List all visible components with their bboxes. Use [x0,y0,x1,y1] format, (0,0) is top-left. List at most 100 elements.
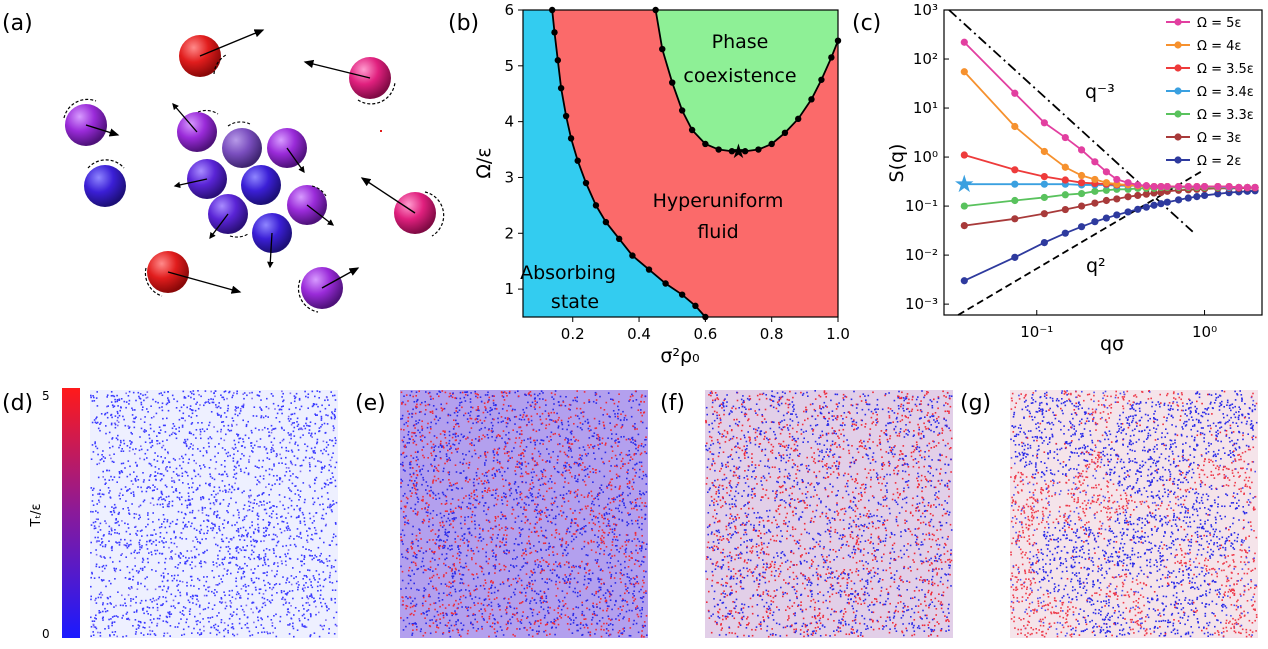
particle-schematic [64,30,444,312]
data-point [1011,181,1018,188]
x-tick-label: 0.6 [693,325,717,343]
data-point [1011,90,1018,97]
data-point [1113,195,1120,202]
data-point [961,68,968,75]
boundary-point [669,79,675,85]
data-point [1164,199,1171,206]
panel-label-a: (a) [2,11,33,36]
data-point [961,202,968,209]
y-tick-label: 2 [504,224,514,242]
data-point [1134,192,1141,199]
data-point [1078,202,1085,209]
critical-point-star: ★ [730,139,748,163]
boundary-point [755,146,761,152]
boundary-point [679,291,685,297]
data-point [1041,148,1048,155]
legend-entry: Ω = 3ε [1197,131,1241,146]
data-point [1103,197,1110,204]
data-point [961,151,968,158]
data-point [1011,197,1018,204]
region-label-hyperuniform-line2: fluid [697,221,738,243]
boundary-point [568,135,574,141]
x-tick-label: 0.2 [561,325,585,343]
colorbar-min: 0 [42,627,50,641]
data-point [1062,164,1069,171]
data-point [1150,183,1157,190]
panel-label-b: (b) [448,11,479,36]
q-squared-label: q² [1086,255,1106,277]
boundary-point [679,107,685,113]
boundary-point [692,303,698,309]
data-point [1041,119,1048,126]
data-point [1185,183,1192,190]
data-point [1078,172,1085,179]
data-point [1041,173,1048,180]
data-point [1124,193,1131,200]
boundary-point [629,252,635,258]
data-point [1041,194,1048,201]
boundary-point [662,280,668,286]
panel-label-c: (c) [852,11,881,36]
region-label-hyperuniform-line1: Hyperuniform [653,190,784,212]
data-point [1175,196,1182,203]
region-label-absorbing-line1: Absorbing [520,262,616,284]
data-point [1113,176,1120,183]
boundary-point [782,130,788,136]
data-point [1011,254,1018,261]
data-point [1011,166,1018,173]
colorbar: 5 0 Tₜ/ε [29,388,80,641]
data-point [961,277,968,284]
data-point [1011,123,1018,130]
data-point [1078,223,1085,230]
data-point [1134,181,1141,188]
data-point [1011,215,1018,222]
particle [84,165,126,207]
boundary-point [828,54,834,60]
boundary-point [593,202,599,208]
data-point [1062,191,1069,198]
data-point [1091,158,1098,165]
y-tick-label: 3 [504,168,514,186]
region-label-absorbing-line2: state [551,291,599,313]
data-point [1062,176,1069,183]
boundary-point [715,146,721,152]
data-point [1244,184,1251,191]
y-axis-label-c: S(q) [886,144,908,183]
boundary-point [702,141,708,147]
y-axis-label-b: Ω/ε [473,147,495,178]
y-tick-label: 10⁻³ [905,295,938,313]
y-tick-label: 10² [913,50,938,68]
data-point [1193,183,1200,190]
x-tick-label: 10⁻¹ [1020,323,1053,341]
x-tick-label: 10⁰ [1192,323,1217,341]
region-label-coexistence-line2: coexistence [683,65,796,87]
boundary-point [583,180,589,186]
data-point [1041,181,1048,188]
legend-entry: Ω = 4ε [1197,39,1241,54]
data-point [1062,134,1069,141]
data-point [1078,146,1085,153]
boundary-point [646,266,652,272]
boundary-point [768,141,774,147]
data-point [1091,188,1098,195]
y-tick-label: 10³ [913,1,938,19]
data-point [1124,179,1131,186]
data-point [1150,202,1157,209]
boundary-point [551,29,557,35]
boundary-point [555,57,561,63]
x-axis-label-b: σ²ρ₀ [660,345,699,367]
data-point [961,222,968,229]
data-point [1113,211,1120,218]
boundary-point [603,219,609,225]
data-point [1091,218,1098,225]
data-point [1201,192,1208,199]
boundary-point [795,116,801,122]
data-point [1091,200,1098,207]
colorbar-gradient [62,388,80,638]
colorbar-max: 5 [42,389,50,403]
star-marker: ★ [954,170,976,198]
data-point [1185,194,1192,201]
data-point [1078,179,1085,186]
